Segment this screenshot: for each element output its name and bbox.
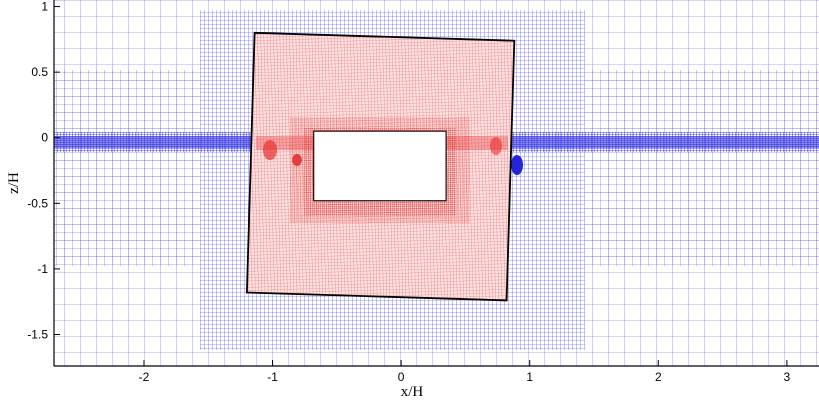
x-tick-label: -2 (139, 370, 150, 384)
red-cluster-left (263, 140, 277, 160)
x-tick-label: 1 (526, 370, 533, 384)
y-tick-label: 0 (41, 131, 48, 145)
x-tick-label: 3 (784, 370, 791, 384)
y-ticks: 1 0.5 0 -0.5 -1 -1.5 (27, 0, 60, 342)
background-mesh-cluster (511, 155, 523, 175)
x-tick-label: -1 (267, 370, 278, 384)
y-tick-label: 1 (41, 0, 48, 14)
y-axis-title: z/H (6, 172, 22, 194)
y-tick-label: -0.5 (27, 196, 48, 210)
red-cluster-right (490, 137, 502, 155)
y-tick-label: -1.5 (27, 328, 48, 342)
x-ticks: -2 -1 0 1 2 3 (139, 360, 791, 384)
axes-frame (53, 0, 819, 367)
x-tick-label: 2 (655, 370, 662, 384)
y-tick-label: 0.5 (31, 65, 48, 79)
y-tick-label: -1 (37, 262, 48, 276)
x-tick-label: 0 (398, 370, 405, 384)
plot-area (54, 0, 819, 366)
body-cutout (313, 130, 447, 202)
red-cluster-small (292, 154, 302, 166)
overset-boundary (245, 31, 516, 302)
x-axis-title: x/H (401, 384, 424, 400)
